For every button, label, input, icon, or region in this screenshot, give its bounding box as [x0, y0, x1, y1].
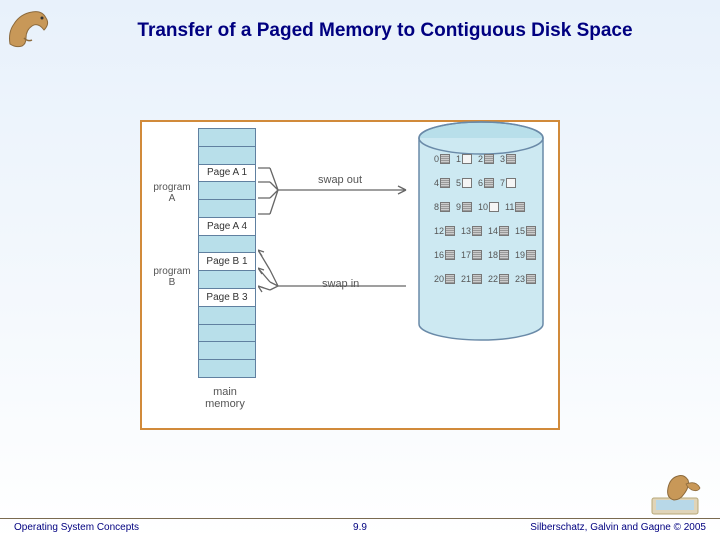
memory-slot: [198, 200, 256, 218]
memory-slot: [198, 325, 256, 343]
memory-slot: Page A 1: [198, 165, 256, 183]
disk-block: 19: [515, 250, 536, 260]
dinosaur-logo-bottom: [648, 470, 708, 518]
arrow-paths: [258, 130, 428, 350]
disk-block-grid: 01234567891011121314151617181920212223: [434, 154, 536, 284]
disk-block: 9: [456, 202, 472, 212]
memory-slot: [198, 360, 256, 378]
slide-title: Transfer of a Paged Memory to Contiguous…: [70, 20, 700, 42]
disk-block: 16: [434, 250, 455, 260]
disk-block: 6: [478, 178, 494, 188]
disk-block: 7: [500, 178, 516, 188]
memory-slot: [198, 182, 256, 200]
disk-row: 12 13 14 15: [434, 226, 536, 236]
memory-slot: [198, 342, 256, 360]
memory-slot: [198, 307, 256, 325]
disk-block: 4: [434, 178, 450, 188]
disk-block: 14: [488, 226, 509, 236]
program-b-label: programB: [150, 266, 198, 288]
diagram-frame: Page A 1 Page A 4 Page B 1 Page B 3 programA…: [140, 120, 560, 430]
disk-block: 8: [434, 202, 450, 212]
swap-out-label: swap out: [318, 174, 362, 186]
disk-row: 4567: [434, 178, 536, 188]
memory-slot: Page B 1: [198, 253, 256, 271]
disk-block: 20: [434, 274, 455, 284]
disk-row: 20 21 22 23: [434, 274, 536, 284]
disk-block: 13: [461, 226, 482, 236]
disk-block: 22: [488, 274, 509, 284]
memory-slot: Page A 4: [198, 218, 256, 236]
footer-right: Silberschatz, Galvin and Gagne © 2005: [530, 522, 706, 533]
memory-slot: [198, 236, 256, 254]
footer-left: Operating System Concepts: [14, 522, 139, 533]
memory-slot: [198, 128, 256, 147]
disk-block: 11: [505, 202, 525, 212]
dinosaur-logo-top: [2, 2, 62, 52]
memory-slot: Page B 3: [198, 289, 256, 307]
disk-cylinder: 01234567891011121314151617181920212223: [416, 120, 546, 346]
disk-block: 21: [461, 274, 482, 284]
main-memory-column: Page A 1Page A 4Page B 1Page B 3programA…: [198, 128, 256, 378]
disk-row: 89 10 11: [434, 202, 536, 212]
disk-block: 1: [456, 154, 472, 164]
footer-center: 9.9: [353, 522, 367, 533]
program-a-label: programA: [150, 182, 198, 204]
disk-block: 12: [434, 226, 455, 236]
disk-row: 16 17 18 19: [434, 250, 536, 260]
disk-block: 10: [478, 202, 499, 212]
disk-block: 3: [500, 154, 516, 164]
disk-block: 18: [488, 250, 509, 260]
disk-block: 0: [434, 154, 450, 164]
disk-block: 5: [456, 178, 472, 188]
disk-block: 17: [461, 250, 482, 260]
disk-row: 0123: [434, 154, 536, 164]
slide-footer: Operating System Concepts 9.9 Silberscha…: [0, 518, 720, 536]
swap-in-label: swap in: [322, 278, 359, 290]
disk-block: 2: [478, 154, 494, 164]
memory-slot: [198, 271, 256, 289]
memory-caption: mainmemory: [170, 386, 280, 410]
disk-block: 15: [515, 226, 536, 236]
memory-slot: [198, 147, 256, 165]
disk-block: 23: [515, 274, 536, 284]
